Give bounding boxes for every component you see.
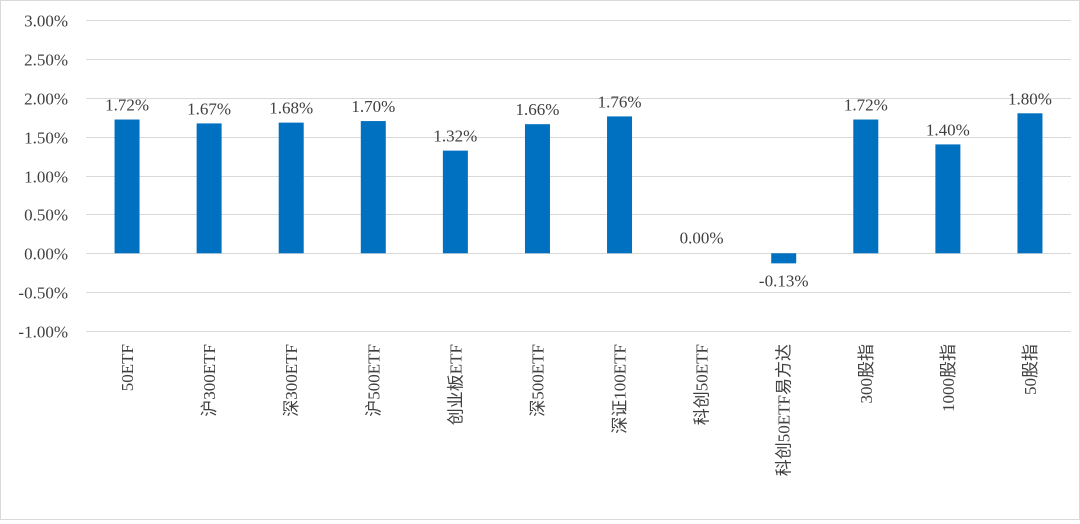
bar <box>524 124 550 254</box>
y-tick-label: 1.50% <box>24 129 68 148</box>
x-axis-category-labels: 50ETF 沪300ETF 深300ETF 沪500ETF 创业板ETF 深500ETF 深… <box>118 344 1040 476</box>
gridlines <box>86 20 1071 332</box>
category-label: 科创50ETF易方达 <box>775 344 794 476</box>
bar <box>360 121 386 254</box>
category-label: 50ETF <box>118 344 137 391</box>
bars <box>114 113 1043 264</box>
category-label: 深300ETF <box>282 344 301 417</box>
data-label: 1.70% <box>351 97 395 116</box>
data-label: 1.68% <box>269 99 313 118</box>
bar <box>1017 113 1043 254</box>
bar <box>935 144 961 254</box>
category-label: 深500ETF <box>528 344 547 417</box>
data-label: 1.32% <box>433 127 477 146</box>
category-label: 50股指 <box>1021 344 1040 395</box>
category-label: 创业板ETF <box>446 344 465 425</box>
data-labels: 1.72% 1.67% 1.68% 1.70% 1.32% 1.66% 1.76% 0.00%… <box>105 89 1052 290</box>
data-label: 1.80% <box>1008 89 1052 108</box>
bar <box>196 123 222 254</box>
y-tick-label: 2.50% <box>24 51 68 70</box>
data-label: 1.66% <box>515 100 559 119</box>
category-label: 深证100ETF <box>611 344 630 434</box>
bar <box>278 122 304 254</box>
y-axis-tick-labels: 3.00% 2.50% 2.00% 1.50% 1.00% 0.50% 0.00% -0.50… <box>18 12 68 342</box>
y-tick-label: -0.50% <box>18 284 68 303</box>
data-label: 0.00% <box>680 228 724 247</box>
category-label: 沪500ETF <box>364 344 383 417</box>
bar <box>853 119 879 254</box>
data-label: 1.40% <box>926 120 970 139</box>
bar <box>771 253 797 264</box>
data-label: 1.76% <box>598 92 642 111</box>
category-label: 300股指 <box>857 344 876 404</box>
y-tick-label: 0.00% <box>24 245 68 264</box>
data-label: 1.72% <box>844 96 888 115</box>
y-tick-label: 0.50% <box>24 206 68 225</box>
category-label: 科创50ETF <box>693 344 712 425</box>
bar <box>114 119 140 254</box>
y-tick-label: -1.00% <box>18 323 68 342</box>
y-tick-label: 2.00% <box>24 90 68 109</box>
bar <box>607 116 633 254</box>
data-label: 1.67% <box>187 99 231 118</box>
category-label: 沪300ETF <box>200 344 219 417</box>
y-tick-label: 1.00% <box>24 168 68 187</box>
data-label: -0.13% <box>759 271 809 290</box>
y-tick-label: 3.00% <box>24 12 68 31</box>
category-label: 1000股指 <box>939 344 958 412</box>
bar <box>442 150 468 254</box>
data-label: 1.72% <box>105 96 149 115</box>
